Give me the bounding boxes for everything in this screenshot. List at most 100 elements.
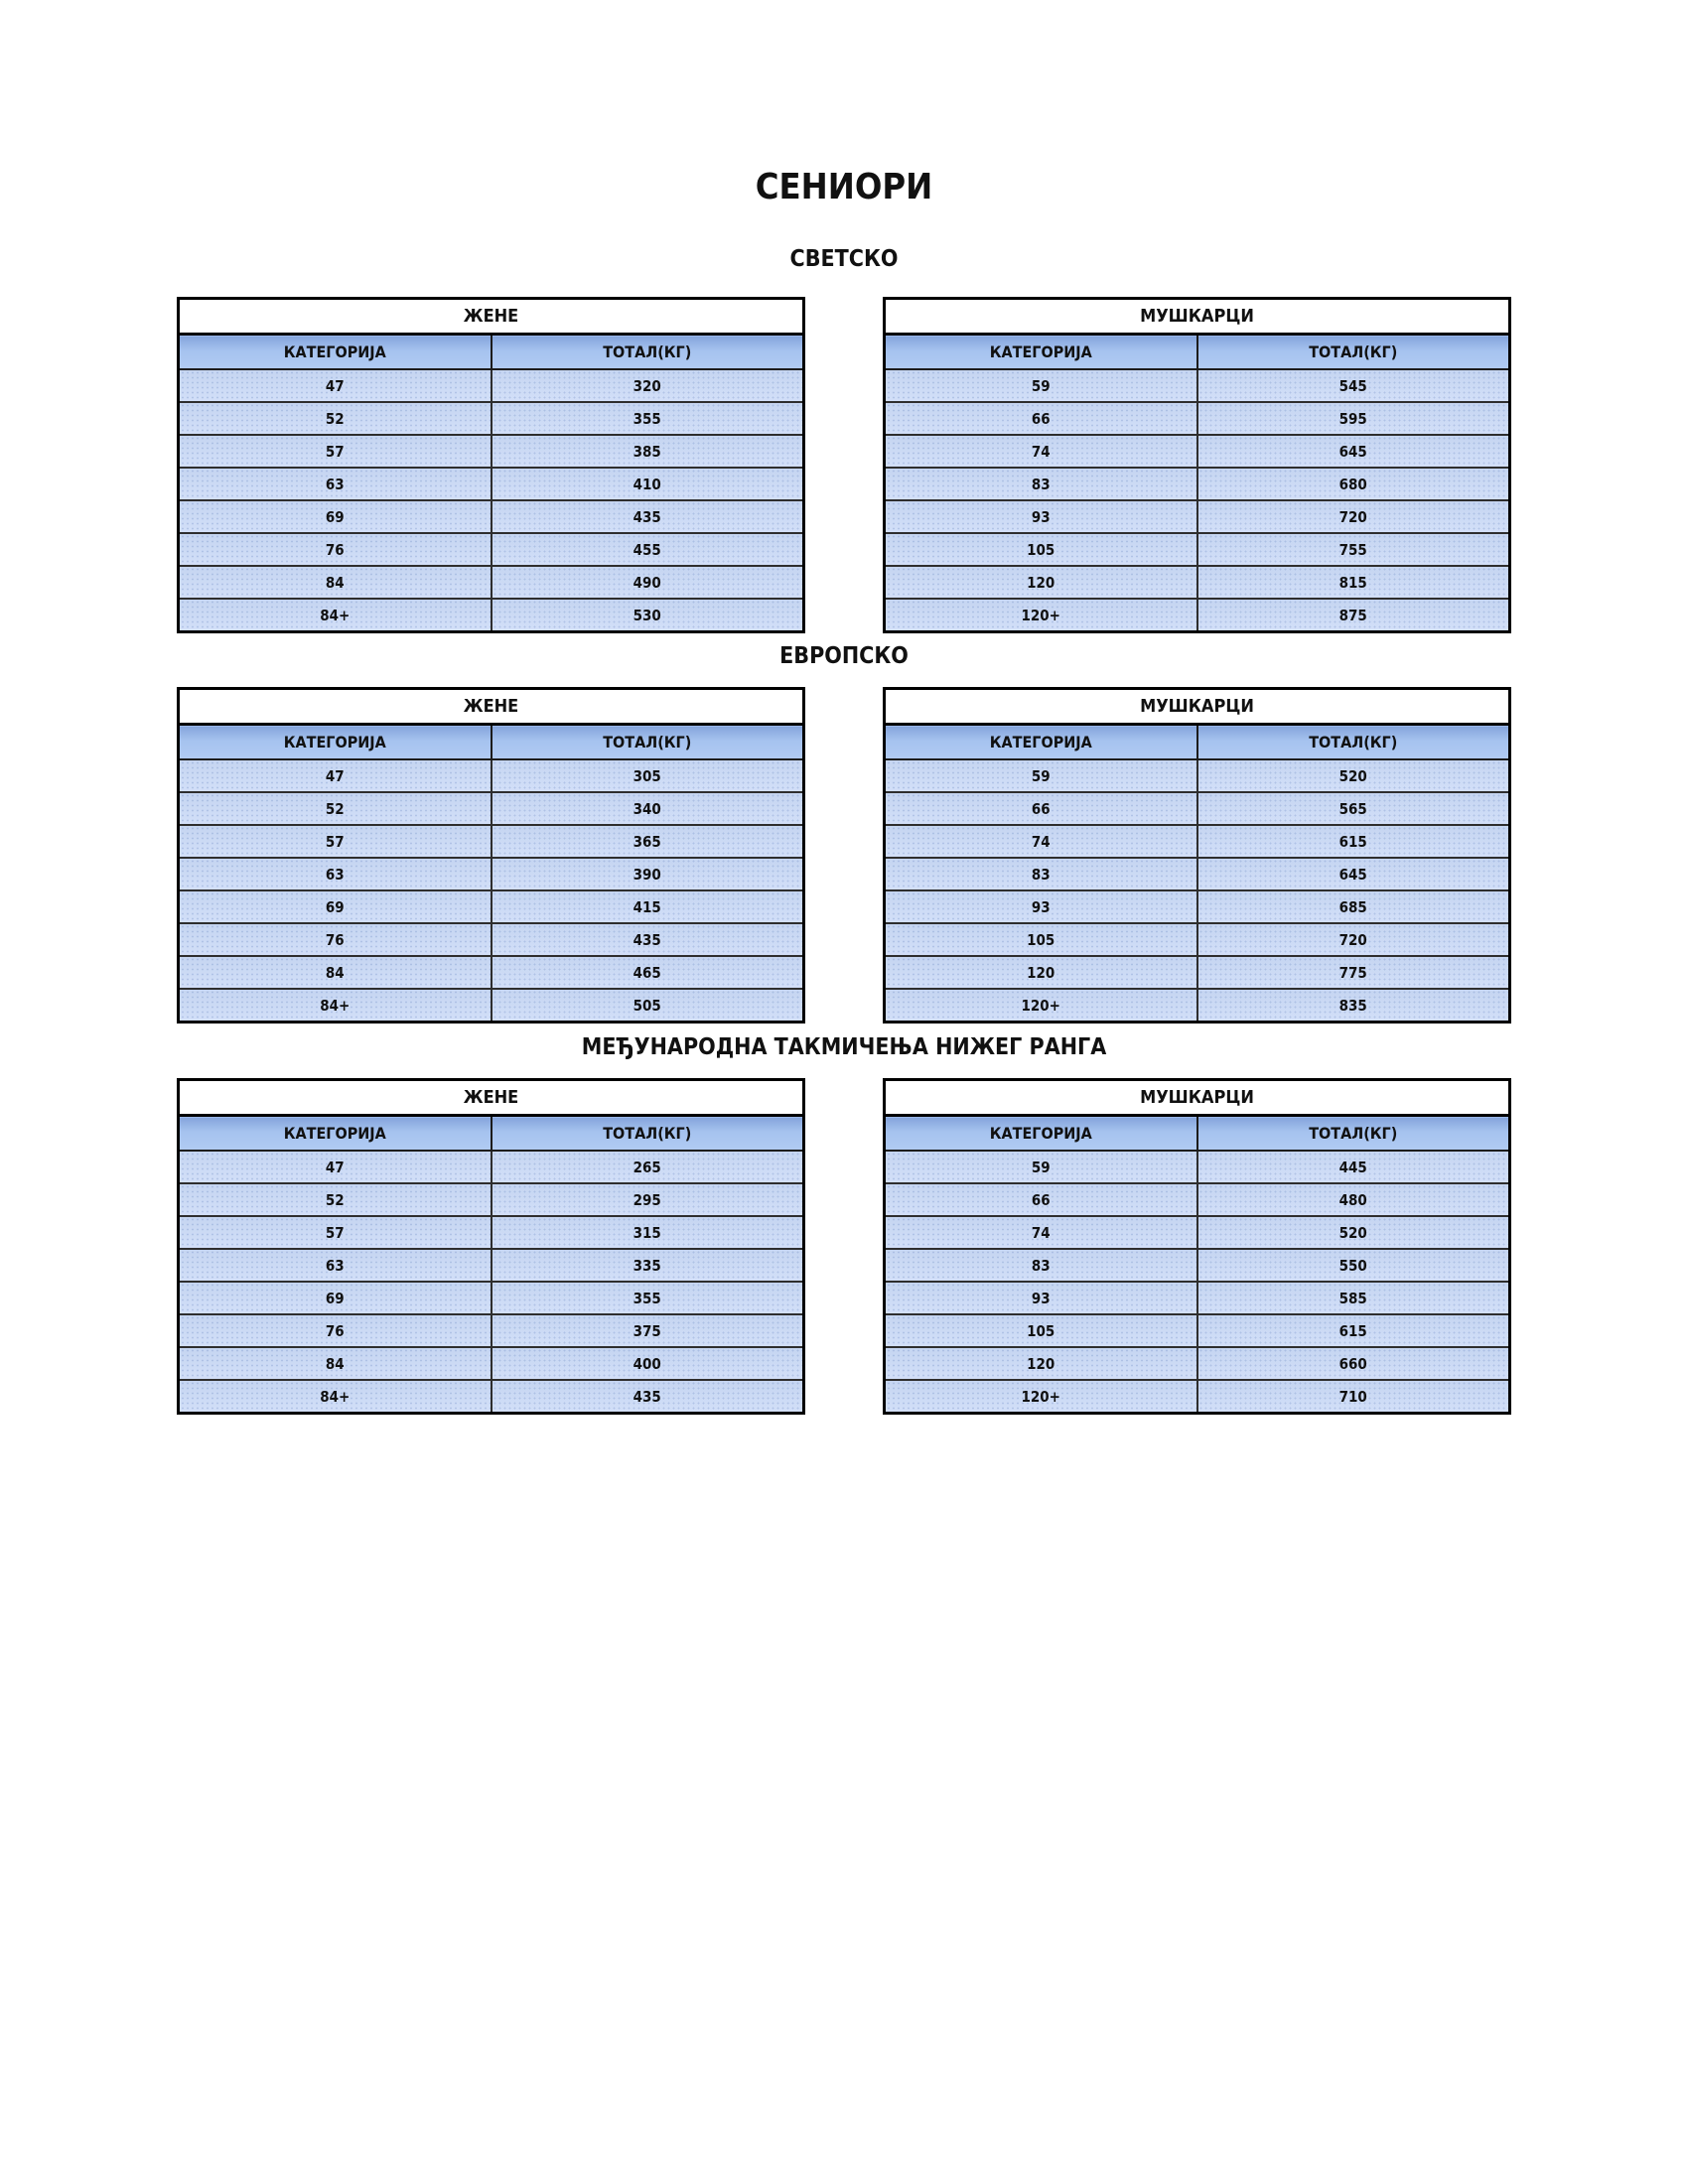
column-header-category: КАТЕГОРИЈА <box>883 723 1198 760</box>
total-cell: 565 <box>1196 791 1511 826</box>
category-cell: 66 <box>883 401 1198 436</box>
table-row: 47 265 <box>177 1150 805 1184</box>
table-row: 57 385 <box>177 434 805 469</box>
total-cell: 435 <box>490 499 805 534</box>
table-lower-rank-men: МУШКАРЦИ КАТЕГОРИЈА ТОТАЛ(КГ) 59 445 66 480… <box>883 1078 1511 1415</box>
total-cell: 390 <box>490 857 805 891</box>
total-cell: 385 <box>490 434 805 469</box>
section-title-european: ЕВРОПСКО <box>779 643 909 669</box>
table-row: 59 445 <box>883 1150 1511 1184</box>
total-cell: 400 <box>490 1346 805 1381</box>
category-cell: 84+ <box>177 598 492 633</box>
column-header-category: КАТЕГОРИЈА <box>177 333 492 370</box>
table-row: 120+ 875 <box>883 598 1511 633</box>
category-cell: 47 <box>177 758 492 793</box>
column-header-category: КАТЕГОРИЈА <box>177 1114 492 1152</box>
total-cell: 645 <box>1196 857 1511 891</box>
table-world-women: ЖЕНЕ КАТЕГОРИЈА ТОТАЛ(КГ) 47 320 52 355 57 38… <box>177 297 805 633</box>
category-cell: 63 <box>177 1248 492 1283</box>
table-row: 69 415 <box>177 889 805 924</box>
category-cell: 66 <box>883 791 1198 826</box>
column-header-total: ТОТАЛ(КГ) <box>1196 333 1511 370</box>
total-cell: 365 <box>490 824 805 859</box>
column-header-total: ТОТАЛ(КГ) <box>1196 723 1511 760</box>
total-cell: 465 <box>490 955 805 990</box>
category-cell: 93 <box>883 889 1198 924</box>
table-european-men: МУШКАРЦИ КАТЕГОРИЈА ТОТАЛ(КГ) 59 520 66 565… <box>883 687 1511 1024</box>
category-cell: 57 <box>177 1215 492 1250</box>
total-cell: 520 <box>1196 1215 1511 1250</box>
category-cell: 74 <box>883 434 1198 469</box>
total-cell: 265 <box>490 1150 805 1184</box>
table-header-row: КАТЕГОРИЈА ТОТАЛ(КГ) <box>177 333 805 370</box>
category-cell: 47 <box>177 1150 492 1184</box>
table-row: 63 335 <box>177 1248 805 1283</box>
total-cell: 435 <box>490 922 805 957</box>
total-cell: 595 <box>1196 401 1511 436</box>
category-cell: 84 <box>177 955 492 990</box>
total-cell: 415 <box>490 889 805 924</box>
table-row: 66 480 <box>883 1182 1511 1217</box>
total-cell: 615 <box>1196 1313 1511 1348</box>
table-row: 84 490 <box>177 565 805 600</box>
table-row: 74 520 <box>883 1215 1511 1250</box>
total-cell: 585 <box>1196 1281 1511 1315</box>
table-group-title: МУШКАРЦИ <box>884 1079 1510 1117</box>
total-cell: 815 <box>1196 565 1511 600</box>
category-cell: 76 <box>177 1313 492 1348</box>
category-cell: 84+ <box>177 988 492 1024</box>
category-cell: 76 <box>177 532 492 567</box>
table-group-title: ЖЕНЕ <box>178 688 804 726</box>
table-row: 105 755 <box>883 532 1511 567</box>
section-title-lower-rank: МЕЂУНАРОДНА ТАКМИЧЕЊА НИЖЕГ РАНГА <box>581 1034 1107 1060</box>
table-row: 105 720 <box>883 922 1511 957</box>
table-row: 120+ 710 <box>883 1379 1511 1415</box>
total-cell: 710 <box>1196 1379 1511 1415</box>
category-cell: 69 <box>177 1281 492 1315</box>
total-cell: 435 <box>490 1379 805 1415</box>
category-cell: 120+ <box>883 598 1198 633</box>
category-cell: 120 <box>883 565 1198 600</box>
category-cell: 83 <box>883 1248 1198 1283</box>
total-cell: 755 <box>1196 532 1511 567</box>
table-header-row: КАТЕГОРИЈА ТОТАЛ(КГ) <box>177 1114 805 1152</box>
category-cell: 83 <box>883 467 1198 501</box>
category-cell: 63 <box>177 857 492 891</box>
category-cell: 57 <box>177 434 492 469</box>
table-row: 52 295 <box>177 1182 805 1217</box>
table-header-row: КАТЕГОРИЈА ТОТАЛ(КГ) <box>883 1114 1511 1152</box>
category-cell: 93 <box>883 1281 1198 1315</box>
category-cell: 83 <box>883 857 1198 891</box>
table-row: 76 455 <box>177 532 805 567</box>
table-row: 47 320 <box>177 368 805 403</box>
table-row: 93 585 <box>883 1281 1511 1315</box>
category-cell: 76 <box>177 922 492 957</box>
table-row: 76 435 <box>177 922 805 957</box>
table-row: 57 315 <box>177 1215 805 1250</box>
total-cell: 295 <box>490 1182 805 1217</box>
total-cell: 320 <box>490 368 805 403</box>
total-cell: 445 <box>1196 1150 1511 1184</box>
category-cell: 47 <box>177 368 492 403</box>
column-header-total: ТОТАЛ(КГ) <box>490 723 805 760</box>
category-cell: 69 <box>177 889 492 924</box>
total-cell: 455 <box>490 532 805 567</box>
category-cell: 93 <box>883 499 1198 534</box>
total-cell: 550 <box>1196 1248 1511 1283</box>
column-header-category: КАТЕГОРИЈА <box>883 333 1198 370</box>
total-cell: 505 <box>490 988 805 1024</box>
table-row: 84+ 505 <box>177 988 805 1024</box>
table-group-row: МУШКАРЦИ <box>884 1079 1510 1117</box>
table-group-row: ЖЕНЕ <box>178 688 804 726</box>
table-row: 74 645 <box>883 434 1511 469</box>
table-header-row: КАТЕГОРИЈА ТОТАЛ(КГ) <box>177 723 805 760</box>
table-header-row: КАТЕГОРИЈА ТОТАЛ(КГ) <box>883 723 1511 760</box>
table-row: 74 615 <box>883 824 1511 859</box>
page-title: СЕНИОРИ <box>755 167 933 207</box>
category-cell: 59 <box>883 1150 1198 1184</box>
table-world-men: МУШКАРЦИ КАТЕГОРИЈА ТОТАЛ(КГ) 59 545 66 595… <box>883 297 1511 633</box>
total-cell: 645 <box>1196 434 1511 469</box>
table-row: 47 305 <box>177 758 805 793</box>
table-row: 52 355 <box>177 401 805 436</box>
total-cell: 680 <box>1196 467 1511 501</box>
